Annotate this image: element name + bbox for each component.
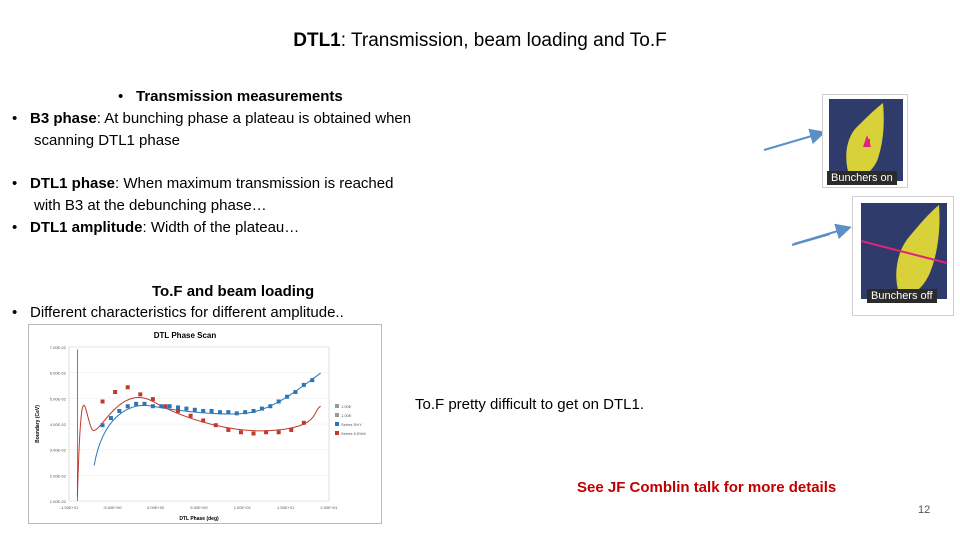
x-tick-label: 5.00E+00	[190, 505, 208, 510]
y-tick-label: 6.00E-02	[50, 371, 67, 376]
legend-swatch	[335, 413, 339, 417]
caption-bunchers-off: Bunchers off	[867, 289, 937, 303]
arrow-to-bunchers-on	[763, 128, 826, 151]
x-tick-label: 1.00E+01	[234, 505, 252, 510]
blue-series-point	[176, 405, 181, 410]
title-rest: : Transmission, beam loading and To.F	[340, 30, 667, 51]
chart-svg: DTL Phase Scan 1.00E-02 2.00E-02 3.00E-02 4.…	[35, 331, 366, 522]
blue-series-point	[159, 404, 164, 409]
x-tick-label: -5.00E+00	[103, 505, 122, 510]
legend-swatch	[335, 422, 339, 426]
b3-phase-item-cont: scanning DTL1 phase	[34, 132, 180, 149]
y-tick-label: 1.00E-02	[50, 499, 67, 504]
red-series-point	[289, 427, 294, 432]
dtl1-phase-item: • DTL1 phase: When maximum transmission i…	[12, 175, 394, 192]
red-series-point	[264, 430, 269, 435]
blue-series-point	[285, 394, 290, 399]
caption-bunchers-on: Bunchers on	[827, 171, 897, 185]
phase-space-image-on	[829, 99, 903, 181]
blue-series-point	[192, 407, 197, 412]
blue-series-point	[310, 378, 315, 383]
x-tick-label: 0.00E+00	[147, 505, 165, 510]
blue-series-point	[150, 404, 155, 409]
red-series-point	[150, 397, 155, 402]
red-series-point	[238, 430, 243, 435]
reference-note: See JF Comblin talk for more details	[577, 479, 837, 496]
y-tick-label: 5.00E-02	[50, 396, 67, 401]
tof-heading: To.F and beam loading	[152, 283, 315, 300]
red-series-point	[125, 385, 130, 390]
red-series-point	[138, 392, 143, 397]
red-series-point	[213, 423, 218, 428]
chart-title: DTL Phase Scan	[154, 331, 217, 340]
blue-series-point	[209, 408, 214, 413]
x-tick-label: 2.00E+01	[320, 505, 338, 510]
red-series-point	[113, 390, 118, 395]
dtl-phase-scan-chart: DTL Phase Scan 1.00E-02 2.00E-02 3.00E-02 4.…	[28, 324, 382, 524]
blue-series-point	[268, 404, 273, 409]
y-tick-label: 7.00E-02	[50, 345, 67, 350]
y-tick-label: 4.00E-02	[50, 422, 67, 427]
red-series-point	[163, 404, 168, 409]
blue-series-point	[276, 399, 281, 404]
legend-swatch	[335, 431, 339, 435]
red-series-point	[226, 427, 231, 432]
dtl1-phase-item-cont: with B3 at the debunching phase…	[34, 197, 267, 214]
red-fit-curve	[76, 397, 321, 497]
legend-label: 1.00E	[341, 413, 352, 418]
blue-series-point	[226, 410, 231, 415]
blue-series-point	[117, 408, 122, 413]
x-tick-label: 1.50E+01	[277, 505, 295, 510]
red-series-point	[276, 430, 281, 435]
y-tick-label: 2.00E-02	[50, 473, 67, 478]
phase-space-plot-bunchers-off: Bunchers off	[852, 196, 954, 316]
x-tick-label: -1.00E+01	[60, 505, 79, 510]
blue-series-point	[301, 382, 306, 387]
x-axis-label: DTL Phase (deg)	[179, 516, 219, 522]
slide-number: 12	[918, 504, 931, 516]
blue-series-point	[100, 423, 105, 428]
dtl1-amplitude-item: • DTL1 amplitude: Width of the plateau…	[12, 219, 300, 236]
blue-series-point	[184, 406, 189, 411]
blue-series-point	[125, 404, 130, 409]
blue-series-point	[259, 406, 264, 411]
title-bold: DTL1	[293, 30, 341, 51]
phase-space-plot-bunchers-on: Bunchers on	[822, 94, 908, 188]
y-tick-label: 3.00E-02	[50, 448, 67, 453]
red-series-point	[301, 420, 306, 425]
blue-series-point	[293, 390, 298, 395]
blue-series-point	[251, 408, 256, 413]
red-series-point	[188, 413, 193, 418]
tof-note: To.F pretty difficult to get on DTL1.	[415, 396, 644, 413]
b3-phase-item: • B3 phase: At bunching phase a plateau i…	[12, 110, 412, 127]
red-series-point	[176, 408, 181, 413]
blue-series-point	[108, 416, 113, 421]
blue-fit-curve	[93, 372, 321, 466]
blue-series-point	[134, 401, 139, 406]
red-series-point	[251, 431, 256, 436]
slide-title: DTL1: Transmission, beam loading and To.…	[0, 30, 960, 52]
blue-series-point	[217, 410, 222, 415]
tof-item: • Different characteristics for different…	[12, 304, 344, 321]
blue-series-point	[201, 408, 206, 413]
phase-space-image-off	[860, 203, 948, 299]
blue-series-point	[167, 404, 172, 409]
red-series-point	[100, 399, 105, 404]
blue-series-point	[142, 401, 147, 406]
arrow-lower	[793, 223, 852, 245]
legend-label: 1.00E	[341, 404, 352, 409]
red-series-point	[201, 418, 206, 423]
legend-label: Series 5%Y	[341, 422, 362, 427]
transmission-heading: • Transmission measurements	[118, 88, 343, 105]
blue-series-point	[234, 411, 239, 416]
legend-swatch	[335, 404, 339, 408]
blue-series-point	[243, 410, 248, 415]
y-axis-label: Boundary (CeV)	[35, 405, 41, 443]
legend-label: Series 6.5%/h	[341, 431, 366, 436]
